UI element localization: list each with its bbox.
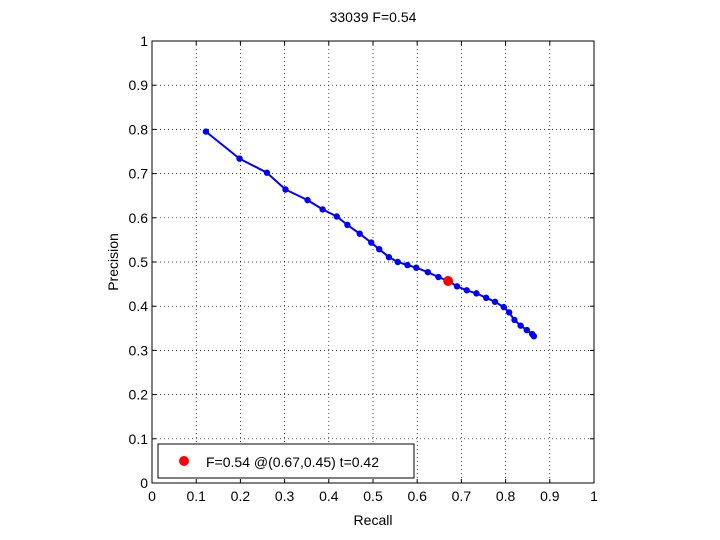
- x-tick-label: 0.2: [231, 488, 251, 504]
- data-point: [319, 206, 326, 213]
- data-point: [344, 221, 351, 229]
- data-point: [523, 326, 531, 334]
- y-axis-label: Precision: [105, 233, 121, 291]
- data-point: [500, 303, 508, 311]
- data-point: [517, 322, 524, 329]
- x-tick-label: 0.9: [540, 488, 560, 504]
- data-point: [491, 298, 499, 305]
- y-tick-label: 0.7: [129, 166, 149, 182]
- data-point: [453, 283, 461, 290]
- data-point: [511, 316, 518, 324]
- x-tick-label: 0.8: [496, 488, 516, 504]
- legend: F=0.54 @(0.67,0.45) t=0.42: [157, 443, 415, 479]
- x-tick-label: 0.6: [407, 488, 427, 504]
- data-point: [435, 273, 442, 281]
- y-tick-label: 0.2: [129, 387, 149, 403]
- data-point: [368, 239, 375, 246]
- data-point: [333, 213, 340, 220]
- data-point: [473, 290, 480, 297]
- data-point: [424, 268, 432, 276]
- x-tick-label: 0.1: [186, 488, 206, 504]
- x-tick-label: 0.3: [275, 488, 295, 504]
- chart-title: 33039 F=0.54: [330, 9, 417, 25]
- y-tick-label: 0.8: [129, 121, 149, 137]
- x-tick-label: 0.4: [319, 488, 339, 504]
- data-point: [356, 230, 363, 237]
- data-point: [530, 333, 538, 340]
- data-point: [385, 253, 393, 261]
- grid: [152, 41, 594, 483]
- y-tick-label: 0.3: [129, 342, 149, 358]
- ticks: 0 0.1 0.2 0.3 0.4 0.5 0.6 0.7 0.8 0.9 1 0 0.1 0.2 0.3 0…: [129, 33, 599, 504]
- x-tick-label: 0.7: [452, 488, 472, 504]
- x-tick-label: 0: [148, 488, 156, 504]
- data-point: [413, 264, 420, 271]
- x-tick-label: 1: [590, 488, 598, 504]
- data-point: [282, 186, 289, 193]
- y-tick-label: 0.6: [129, 210, 149, 226]
- legend-marker: [179, 456, 189, 466]
- y-tick-label: 0.4: [129, 298, 149, 314]
- y-tick-label: 0: [140, 475, 148, 491]
- y-tick-label: 1: [140, 33, 148, 49]
- data-point: [375, 245, 383, 253]
- data-point: [304, 196, 311, 204]
- legend-box: [157, 443, 415, 479]
- data-point: [263, 169, 271, 176]
- series: [202, 128, 538, 340]
- data-point: [505, 309, 513, 316]
- data-point: [236, 155, 243, 162]
- y-tick-label: 0.1: [129, 431, 149, 447]
- y-tick-label: 0.9: [129, 77, 149, 93]
- x-tick-label: 0.5: [363, 488, 383, 504]
- data-point: [404, 261, 411, 269]
- data-point: [482, 294, 490, 302]
- legend-text: F=0.54 @(0.67,0.45) t=0.42: [206, 454, 379, 470]
- data-point: [202, 128, 210, 135]
- x-axis-label: Recall: [354, 512, 393, 528]
- y-tick-label: 0.5: [129, 254, 149, 270]
- data-point: [394, 258, 401, 266]
- data-point: [463, 287, 470, 294]
- best-f-point: [443, 276, 454, 287]
